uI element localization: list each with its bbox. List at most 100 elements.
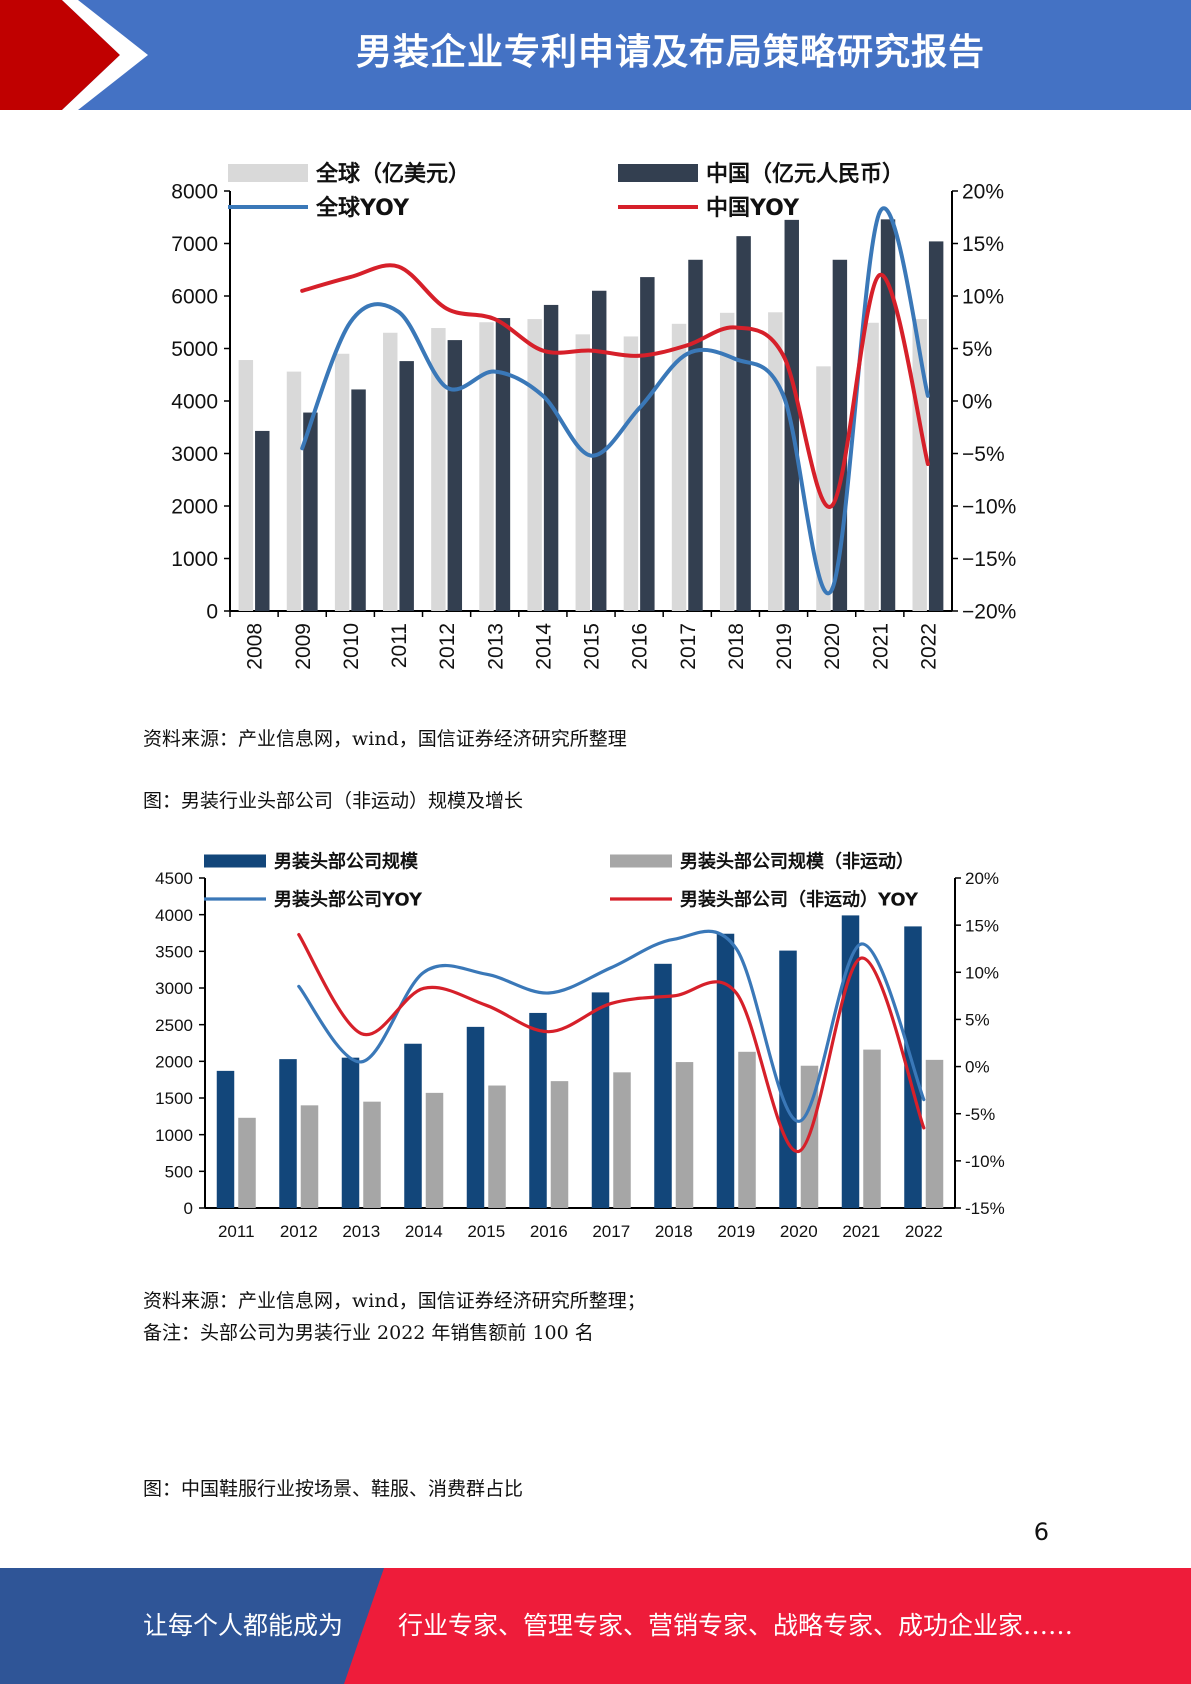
chart1-y-tick-label: 3000 bbox=[171, 443, 218, 466]
chart1-y2-tick-label: 0% bbox=[962, 391, 992, 414]
chart2-bar bbox=[341, 1057, 360, 1208]
chart1-bar bbox=[592, 290, 607, 611]
page-header: 男装企业专利申请及布局策略研究报告 bbox=[0, 0, 1191, 110]
header-banner bbox=[0, 0, 1191, 110]
chart2-x-tick-label: 2021 bbox=[842, 1222, 880, 1241]
chart1-bar bbox=[351, 389, 366, 611]
chart1-y2-tick-label: 20% bbox=[962, 181, 1004, 204]
chart2-legend-label: 男装头部公司规模（非运动） bbox=[680, 850, 914, 872]
header-arrow-shape bbox=[0, 0, 120, 110]
chart1-bar bbox=[383, 332, 398, 611]
chart2-note: 备注：头部公司为男装行业 2022 年销售额前 100 名 bbox=[143, 1322, 594, 1344]
chart-apparel-market-size: 0 1000 2000 3000 4000 5000 6000 7000 8000 −20% −15… bbox=[140, 148, 1040, 708]
chart2-y-tick-label: 0 bbox=[184, 1199, 193, 1218]
chart1-bar bbox=[640, 277, 655, 611]
chart1-bar bbox=[688, 259, 703, 611]
chart1-x-tick-label: 2015 bbox=[581, 623, 604, 670]
chart1-svg: 0 1000 2000 3000 4000 5000 6000 7000 8000 −20% −15… bbox=[171, 161, 1016, 670]
chart1-bar bbox=[431, 328, 446, 611]
chart2-legend-swatch bbox=[610, 854, 672, 868]
chart1-y2-tick-label: −20% bbox=[962, 601, 1016, 624]
chart1-y-tick-label: 0 bbox=[206, 601, 218, 624]
footer-red-block bbox=[344, 1568, 1191, 1684]
chart1-legend-label: 中国YOY bbox=[706, 196, 800, 221]
chart2-legend-swatch bbox=[204, 854, 266, 868]
chart1-y-tick-label: 1000 bbox=[171, 548, 218, 571]
chart1-y2-tick-label: −5% bbox=[962, 443, 1005, 466]
chart1-bar bbox=[334, 353, 350, 611]
chart2-line-series bbox=[297, 933, 926, 1153]
chart1-y-tick-label: 8000 bbox=[171, 181, 218, 204]
chart2-x-tick-label: 2014 bbox=[405, 1222, 443, 1241]
chart1-source: 资料来源：产业信息网，wind，国信证券经济研究所整理 bbox=[143, 728, 627, 750]
chart1-bar bbox=[623, 336, 639, 611]
chart1-legend-swatch bbox=[228, 164, 308, 182]
page-number: 6 bbox=[1033, 1518, 1049, 1546]
chart1-bar bbox=[768, 312, 783, 611]
chart2-x-tick-label: 2018 bbox=[655, 1222, 693, 1241]
chart2-bar bbox=[488, 1085, 506, 1208]
chart2-bar bbox=[716, 933, 735, 1208]
chart2-x-tick-label: 2022 bbox=[905, 1222, 943, 1241]
chart1-y2-tick-label: −15% bbox=[962, 548, 1016, 571]
chart1-x-tick-label: 2013 bbox=[484, 623, 507, 670]
chart2-bar bbox=[216, 1070, 235, 1208]
chart2-bar bbox=[238, 1117, 256, 1208]
chart1-bar bbox=[495, 318, 511, 611]
chart2-y2-tick-label: 10% bbox=[965, 963, 999, 982]
chart1-legend-swatch bbox=[618, 164, 698, 182]
chart1-y-tick-label: 5000 bbox=[171, 338, 218, 361]
header-background bbox=[0, 0, 1191, 110]
footer-slogan-right: 行业专家、管理专家、营销专家、战略专家、成功企业家…… bbox=[398, 1611, 1074, 1640]
chart1-x-tick-label: 2012 bbox=[436, 623, 459, 670]
chart1-legend-label: 全球（亿美元） bbox=[315, 161, 470, 187]
chart2-x-tick-label: 2017 bbox=[592, 1222, 630, 1241]
chart3-title: 图：中国鞋服行业按场景、鞋服、消费群占比 bbox=[143, 1478, 524, 1500]
chart-menswear-top-companies: 0 500 1000 1500 2000 2500 3000 3500 4000 4500 -15%… bbox=[140, 844, 1040, 1254]
chart2-bar bbox=[779, 950, 797, 1208]
chart2-y-tick-label: 4500 bbox=[155, 869, 193, 888]
chart2-y-tick-label: 2000 bbox=[155, 1052, 193, 1071]
chart1-legend-label: 中国（亿元人民币） bbox=[706, 162, 904, 187]
chart1-bar bbox=[399, 361, 414, 611]
chart2-x-tick-label: 2020 bbox=[780, 1222, 818, 1241]
chart2-source: 资料来源：产业信息网，wind，国信证券经济研究所整理； bbox=[143, 1290, 646, 1312]
chart1-bar bbox=[816, 366, 831, 611]
chart2-bar bbox=[279, 1059, 297, 1208]
chart1-bar bbox=[575, 334, 590, 611]
chart2-x-tick-label: 2015 bbox=[467, 1222, 505, 1241]
chart2-bar bbox=[613, 1072, 631, 1208]
chart1-bar bbox=[928, 241, 944, 611]
chart1-y-tick-label: 7000 bbox=[171, 233, 218, 256]
chart2-bar bbox=[404, 1043, 422, 1208]
chart1-bar bbox=[479, 322, 494, 611]
chart2-line-series bbox=[297, 929, 926, 1123]
chart2-x-tick-label: 2013 bbox=[342, 1222, 380, 1241]
chart2-bar bbox=[529, 1012, 547, 1208]
chart1-x-tick-label: 2019 bbox=[773, 623, 796, 670]
chart2-y-tick-label: 3500 bbox=[155, 942, 193, 961]
chart1-x-tick-label: 2014 bbox=[532, 623, 555, 670]
chart1-bar bbox=[864, 322, 879, 611]
chart1-bar bbox=[238, 360, 254, 611]
chart1-legend-label: 全球YOY bbox=[315, 195, 410, 221]
chart2-title: 图：男装行业头部公司（非运动）规模及增长 bbox=[143, 790, 524, 812]
chart2-y-tick-label: 1500 bbox=[155, 1089, 193, 1108]
chart1-y-tick-label: 6000 bbox=[171, 286, 218, 309]
chart1-bar bbox=[303, 412, 318, 611]
chart2-y-tick-label: 1000 bbox=[155, 1126, 193, 1145]
chart1-bar bbox=[671, 323, 687, 611]
chart2-legend-label: 男装头部公司规模 bbox=[274, 850, 419, 872]
chart2-bar bbox=[550, 1081, 569, 1208]
chart2-bar bbox=[738, 1051, 756, 1208]
chart2-y2-tick-label: 20% bbox=[965, 869, 999, 888]
chart2-bar bbox=[591, 992, 610, 1208]
chart2-y-tick-label: 4000 bbox=[155, 906, 193, 925]
chart2-y2-tick-label: 5% bbox=[965, 1011, 990, 1030]
chart2-bar bbox=[363, 1101, 381, 1208]
chart2-y-tick-label: 500 bbox=[165, 1162, 193, 1181]
chart1-x-tick-label: 2016 bbox=[629, 623, 652, 670]
chart1-x-tick-label: 2021 bbox=[869, 623, 892, 670]
chart1-bar bbox=[527, 319, 542, 611]
page-title: 男装企业专利申请及布局策略研究报告 bbox=[355, 32, 985, 73]
